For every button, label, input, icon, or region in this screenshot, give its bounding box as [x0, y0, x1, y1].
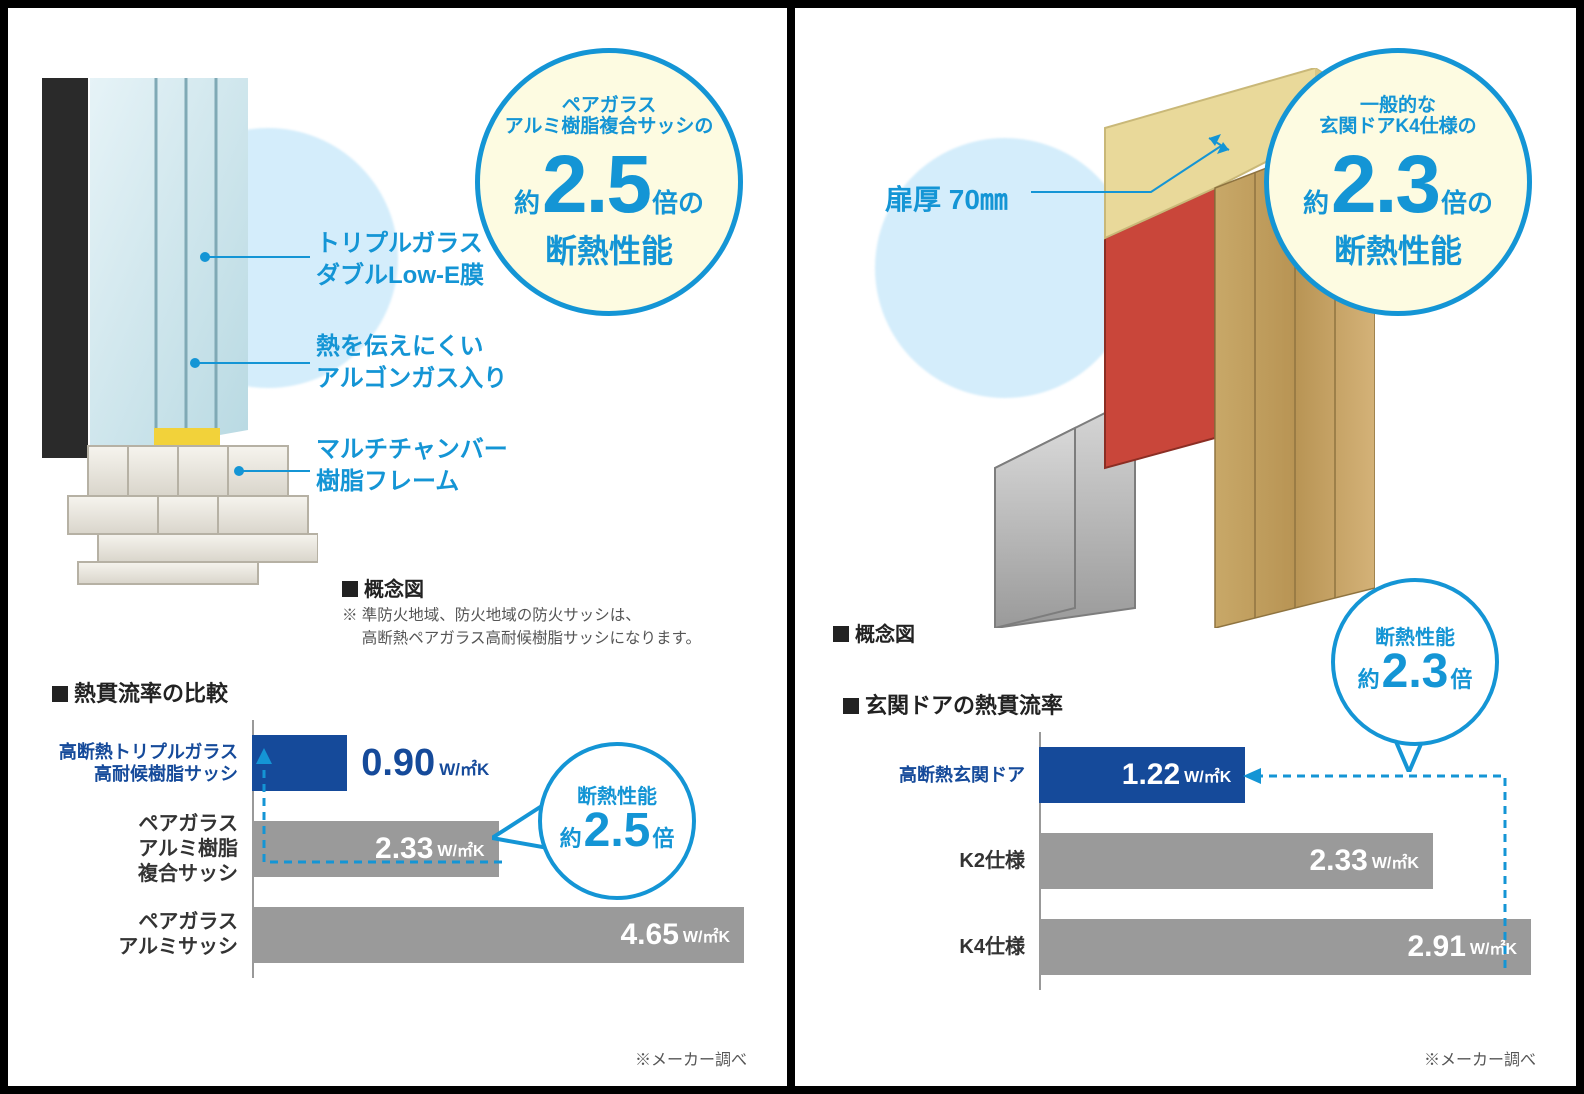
callout-triple-glass: トリプルガラスダブルLow-E膜 [316, 228, 508, 293]
badge-pre2: アルミ樹脂複合サッシの [505, 116, 714, 137]
window-callouts: トリプルガラスダブルLow-E膜 熱を伝えにくいアルゴンガス入り マルチチャンバ… [316, 228, 508, 536]
maker-note: ※メーカー調べ [1424, 1046, 1536, 1070]
chart-row-label: K4仕様 [839, 935, 1039, 960]
door-ratio-bubble: 断熱性能 約2.3倍 [1331, 578, 1499, 746]
door-panel: 一般的な玄関ドアK4仕様の 約 2.3 倍の 断熱性能 [791, 0, 1584, 1094]
badge-pre2: 玄関ドアK4仕様の [1319, 116, 1476, 137]
concept-note: ※ 準防火地域、防火地域の防火サッシは、 高断熱ペアガラス高耐候樹脂サッシになり… [342, 604, 722, 651]
chart-row-label: 高断熱トリプルガラス高耐候樹脂サッシ [52, 741, 252, 786]
concept-diagram-label: 概念図 [833, 618, 915, 647]
badge-suffix: 断熱性能 [545, 233, 673, 270]
door-thickness-callout: 扉厚 70㎜ [885, 178, 1008, 218]
callout-multichamber: マルチチャンバー樹脂フレーム [316, 434, 508, 499]
badge-suffix: 断熱性能 [1334, 233, 1462, 270]
maker-note: ※メーカー調べ [635, 1046, 747, 1070]
badge-pre1: 一般的な [1360, 95, 1436, 116]
window-panel: ペアガラスアルミ樹脂複合サッシの 約 2.5 倍の 断熱性能 [0, 0, 791, 1094]
window-panel-inner: ペアガラスアルミ樹脂複合サッシの 約 2.5 倍の 断熱性能 [8, 8, 787, 1086]
door-leader-line [1031, 128, 1251, 208]
leader-line [240, 470, 310, 472]
chart-row-label: ペアガラスアルミ樹脂複合サッシ [52, 812, 252, 887]
badge-times: 倍の [1441, 189, 1493, 219]
comparison-dashline [1039, 754, 1519, 984]
window-performance-badge: ペアガラスアルミ樹脂複合サッシの 約 2.5 倍の 断熱性能 [475, 48, 743, 316]
badge-pre1: ペアガラス [562, 95, 657, 116]
badge-times: 倍の [652, 189, 704, 219]
comparison-dashline [252, 748, 512, 878]
badge-number: 2.3 [1331, 138, 1439, 232]
badge-about: 約 [514, 189, 540, 219]
callout-argon-gas: 熱を伝えにくいアルゴンガス入り [316, 331, 508, 396]
chart-row-label: ペアガラスアルミサッシ [52, 910, 252, 960]
chart-row: ペアガラスアルミサッシ4.65W/㎡K [52, 892, 744, 978]
chart-row-label: 高断熱玄関ドア [839, 764, 1039, 787]
door-performance-badge: 一般的な玄関ドアK4仕様の 約 2.3 倍の 断熱性能 [1264, 48, 1532, 316]
window-chart-title: 熱貫流率の比較 [52, 676, 228, 708]
door-chart-title: 玄関ドアの熱貫流率 [843, 688, 1063, 720]
chart-bar: 4.65W/㎡K [252, 907, 744, 963]
badge-about: 約 [1303, 189, 1329, 219]
window-ratio-bubble: 断熱性能 約2.5倍 [538, 742, 696, 900]
door-panel-inner: 一般的な玄関ドアK4仕様の 約 2.3 倍の 断熱性能 [795, 8, 1576, 1086]
window-cutaway-illustration [28, 78, 318, 598]
concept-diagram-label: 概念図 [342, 573, 424, 602]
badge-number: 2.5 [542, 138, 650, 232]
leader-line [206, 256, 310, 258]
leader-line [196, 362, 310, 364]
chart-row-label: K2仕様 [839, 849, 1039, 874]
